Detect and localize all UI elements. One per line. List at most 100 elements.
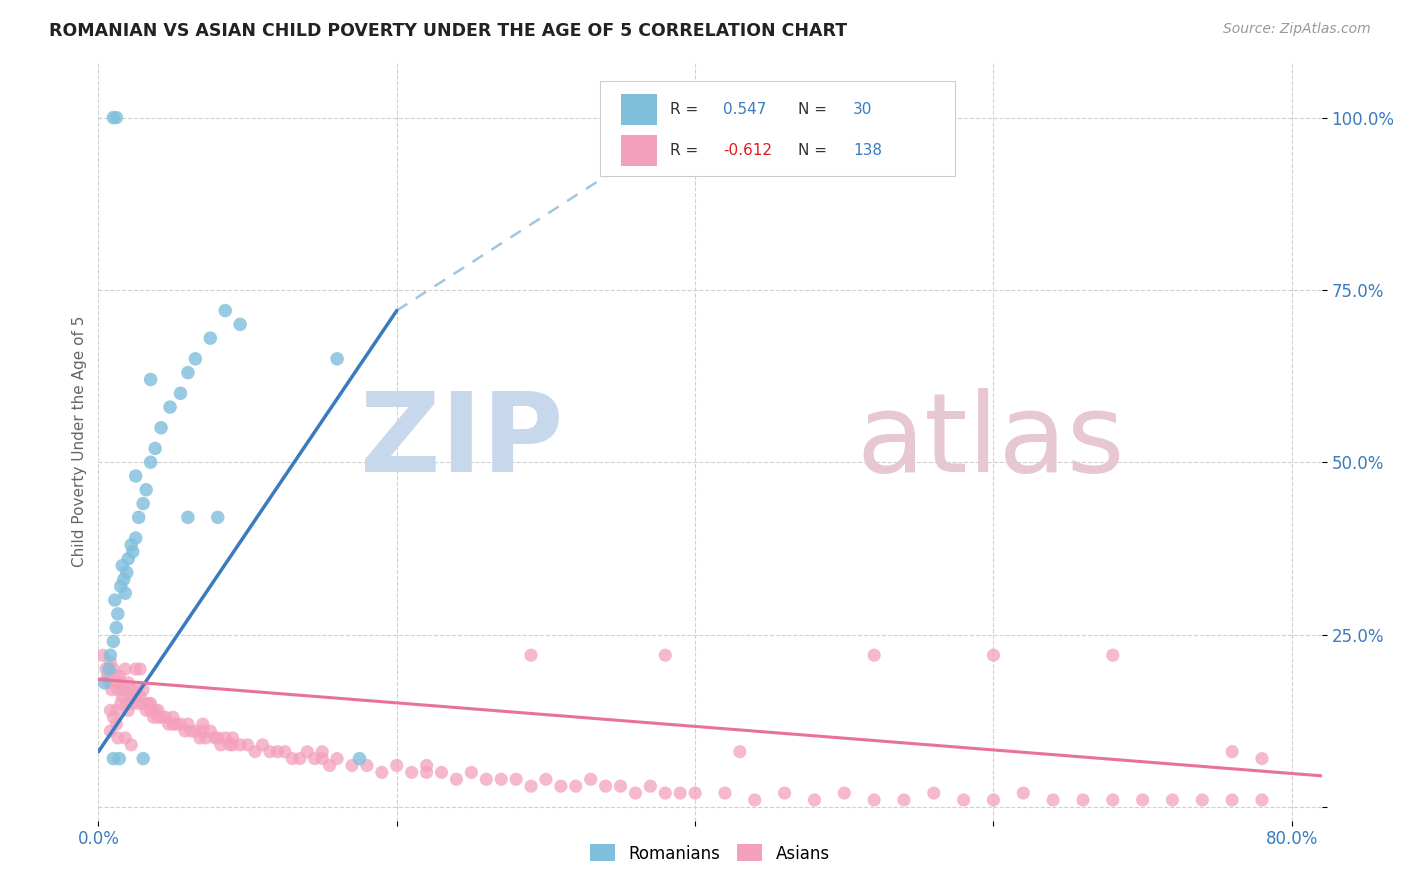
Text: ROMANIAN VS ASIAN CHILD POVERTY UNDER THE AGE OF 5 CORRELATION CHART: ROMANIAN VS ASIAN CHILD POVERTY UNDER TH… [49,22,848,40]
Point [304,751,326,765]
Point [98,655,121,669]
Point [184,351,207,366]
Text: Source: ZipAtlas.com: Source: ZipAtlas.com [1223,22,1371,37]
Point [1071,793,1094,807]
Point [640,779,662,793]
Point [98,724,121,739]
Point [103,710,125,724]
Point [112,573,135,587]
Point [983,648,1005,663]
Y-axis label: Child Poverty Under the Age of 5: Child Poverty Under the Age of 5 [72,316,87,567]
Point [108,669,131,683]
Point [122,690,145,704]
Point [534,772,557,787]
Point [94,662,117,676]
Point [132,751,155,765]
Point [371,765,394,780]
Point [139,455,162,469]
Point [221,731,243,745]
Point [326,351,349,366]
Point [893,793,915,807]
Point [259,745,281,759]
Point [125,531,148,545]
Point [177,366,200,380]
Point [654,648,676,663]
Point [624,786,647,800]
Text: 0.547: 0.547 [724,102,766,117]
Point [326,751,349,765]
Point [104,669,127,683]
Point [1220,745,1243,759]
Point [139,372,162,386]
Point [103,662,125,676]
Point [654,786,676,800]
Point [157,717,180,731]
Point [120,538,142,552]
Point [138,697,160,711]
Point [683,786,706,800]
Point [150,710,173,724]
Point [266,745,288,759]
Point [288,751,311,765]
Point [1220,793,1243,807]
Point [318,758,340,772]
Point [112,682,135,697]
Point [1191,793,1213,807]
Point [207,510,229,524]
Point [1012,786,1035,800]
Text: R =: R = [669,143,703,158]
Point [107,607,129,621]
Point [415,765,437,780]
Point [159,400,181,414]
Text: N =: N = [799,102,832,117]
Point [188,731,211,745]
Point [117,675,139,690]
Point [177,717,200,731]
Point [1101,793,1123,807]
Point [385,758,408,772]
Point [115,566,138,580]
Point [520,648,543,663]
Point [297,745,319,759]
Point [105,675,128,690]
Point [129,690,152,704]
Point [103,751,125,765]
Text: ZIP: ZIP [360,388,564,495]
Point [117,551,139,566]
Point [446,772,468,787]
Point [430,765,453,780]
Point [520,779,543,793]
Point [221,738,243,752]
Point [139,703,162,717]
Point [162,717,184,731]
Point [349,751,371,765]
Point [177,510,200,524]
Text: atlas: atlas [856,388,1125,495]
Point [550,779,572,793]
Point [744,793,766,807]
Point [105,717,128,731]
Point [311,751,333,765]
Point [505,772,527,787]
Point [115,697,138,711]
Point [118,690,141,704]
Point [120,682,142,697]
Point [191,724,214,739]
Point [142,710,165,724]
Point [150,421,173,435]
Point [281,751,304,765]
Point [93,675,115,690]
Point [108,751,131,765]
Point [214,303,236,318]
Point [863,648,886,663]
Point [110,579,132,593]
Point [114,586,136,600]
Point [97,675,120,690]
Point [174,724,197,739]
Point [105,111,128,125]
Text: 30: 30 [853,102,873,117]
Point [128,697,150,711]
Point [105,621,128,635]
Point [114,662,136,676]
Point [1101,648,1123,663]
